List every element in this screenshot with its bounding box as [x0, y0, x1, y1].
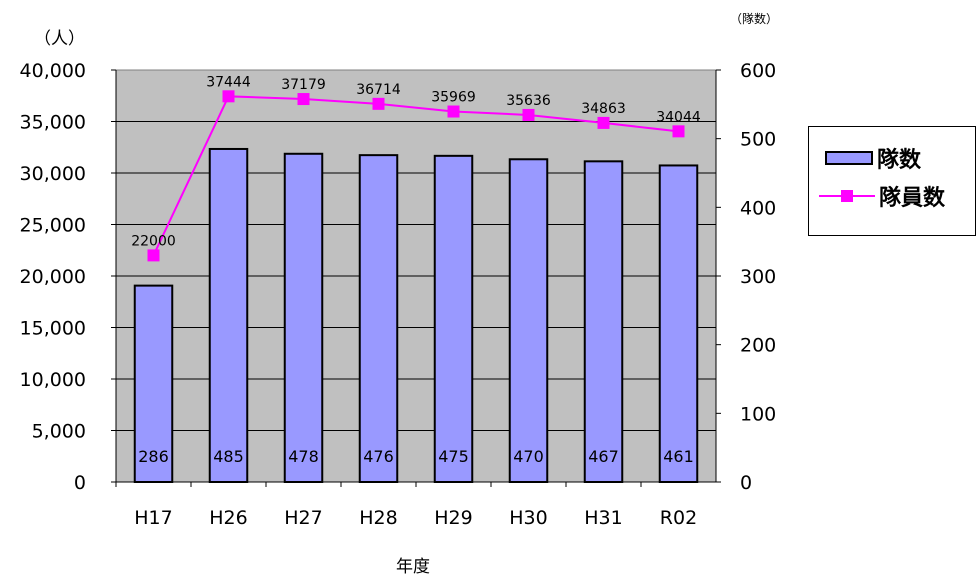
left-tick-label: 5,000: [32, 421, 86, 443]
line-marker-H26: [222, 90, 235, 103]
line-label-H30: 35636: [506, 93, 551, 109]
bar-H26: [208, 147, 249, 483]
bar-H28: [358, 154, 399, 483]
line-label-H27: 37179: [281, 77, 326, 93]
bar-H30: [508, 158, 549, 483]
right-tick-label: 400: [740, 197, 776, 219]
x-tick-label-H29: H29: [434, 507, 472, 529]
line-label-R02: 34044: [656, 109, 701, 125]
x-tick-label-R02: R02: [660, 507, 697, 529]
left-tick-label: 25,000: [20, 215, 86, 237]
x-tick-label-H27: H27: [284, 507, 322, 529]
bar-H29: [433, 154, 474, 483]
line-marker-H28: [372, 97, 385, 110]
line-marker-H30: [522, 108, 535, 121]
line-marker-H31: [597, 116, 610, 129]
line-marker-H27: [297, 93, 310, 106]
right-tick-label: 300: [740, 266, 776, 288]
x-tick-label-H17: H17: [134, 507, 172, 529]
line-marker-H29: [447, 105, 460, 118]
bar-series: [133, 147, 699, 484]
bar-label-H30: 470: [513, 447, 544, 466]
right-tick-label: 500: [740, 129, 776, 151]
bar-data-labels: 286 485 478 476 475 470 467 461: [138, 447, 694, 466]
right-tick-label: 200: [740, 335, 776, 357]
left-tick-label: 10,000: [20, 369, 86, 391]
axes: 0 5,000 10,000 15,000 20,000 25,000 30,000 35,0…: [20, 60, 777, 529]
bar-H27: [283, 152, 324, 483]
line-data-labels: 22000 37444 37179 36714 35969 35636 34863 34044: [131, 74, 701, 249]
left-tick-label: 15,000: [20, 318, 86, 340]
left-tick-label: 30,000: [20, 163, 86, 185]
bar-H31: [583, 160, 624, 483]
bar-H17: [133, 284, 174, 484]
x-tick-label-H28: H28: [359, 507, 397, 529]
legend-line-label: 隊員数: [879, 186, 946, 211]
left-tick-label: 20,000: [20, 266, 86, 288]
bar-label-H26: 485: [213, 447, 244, 466]
legend-line-swatch: [819, 188, 875, 204]
line-marker-H17: [147, 249, 160, 262]
right-tick-label: 100: [740, 403, 776, 425]
bar-label-H29: 475: [438, 447, 469, 466]
x-tick-label-H31: H31: [584, 507, 622, 529]
line-marker-R02: [672, 125, 685, 138]
left-tick-label: 0: [74, 472, 86, 494]
left-axis-unit: （人）: [34, 29, 85, 49]
bar-label-H17: 286: [138, 447, 169, 466]
line-series: [147, 90, 685, 262]
line-label-H31: 34863: [581, 101, 626, 117]
x-tick-label-H30: H30: [509, 507, 547, 529]
legend-item-line: 隊員数: [809, 181, 945, 211]
line-label-H29: 35969: [431, 90, 476, 106]
legend-item-bar: 隊数: [809, 143, 921, 173]
right-axis-unit: （隊数）: [730, 12, 779, 26]
line-label-H26: 37444: [206, 74, 251, 90]
left-tick-label: 40,000: [20, 60, 86, 82]
x-axis-label: 年度: [396, 557, 430, 577]
x-tick-label-H26: H26: [209, 507, 247, 529]
right-tick-label: 600: [740, 60, 776, 82]
bar-label-H28: 476: [363, 447, 394, 466]
right-tick-label: 0: [740, 472, 752, 494]
left-tick-label: 35,000: [20, 112, 86, 134]
line-label-H17: 22000: [131, 233, 176, 249]
bar-label-H31: 467: [588, 447, 619, 466]
bar-label-R02: 461: [663, 447, 694, 466]
line-label-H28: 36714: [356, 82, 401, 98]
legend: 隊数 隊員数: [808, 126, 976, 236]
legend-bar-swatch: [825, 151, 873, 165]
bar-label-H27: 478: [288, 447, 319, 466]
bar-R02: [658, 164, 699, 484]
legend-bar-label: 隊数: [877, 148, 922, 173]
line-path: [152, 95, 679, 256]
